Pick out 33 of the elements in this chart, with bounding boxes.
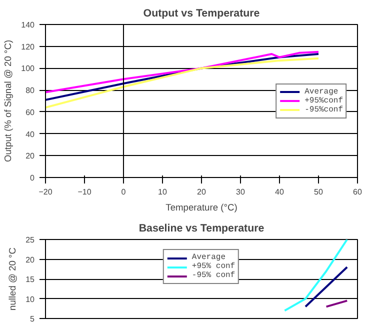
y-axis-title: nulled @ 20 °C [8, 247, 18, 310]
x-tick-label: −20 [38, 188, 53, 196]
legend-label: Average [192, 253, 226, 262]
x-axis-title: Temperature (°C) [166, 202, 238, 212]
y-tick-label: 0 [30, 174, 36, 182]
chart-title: Baseline vs Temperature [138, 222, 264, 234]
legend-label: -95% conf [192, 271, 236, 280]
y-tick-label: 20 [26, 152, 36, 161]
y-tick-label: 10 [26, 294, 36, 304]
y-tick-label: 40 [26, 130, 36, 139]
x-tick-label: −10 [78, 188, 92, 196]
y-tick-label: 80 [26, 86, 36, 96]
y-tick-label: 20 [26, 255, 36, 264]
y-tick-label: 25 [26, 236, 36, 244]
y-tick-label: 5 [30, 314, 36, 324]
y-tick-label: 15 [26, 275, 36, 284]
y-tick-label: 140 [21, 20, 36, 30]
y-tick-label: 120 [21, 42, 36, 52]
x-tick-label: 60 [353, 188, 362, 196]
legend-label: +95% conf [192, 262, 236, 271]
y-tick-label: 60 [26, 108, 36, 117]
legend-label: -95%conf [304, 105, 343, 114]
x-tick-label: 40 [275, 188, 284, 196]
y-tick-label: 100 [21, 64, 36, 74]
x-tick-label: 10 [158, 188, 168, 196]
x-tick-label: 50 [314, 188, 324, 196]
legend-label: +95%conf [304, 96, 343, 105]
x-tick-label: 0 [121, 188, 126, 196]
x-tick-label: 30 [236, 188, 246, 196]
x-tick-label: 20 [197, 188, 206, 196]
chart-title: Output vs Temperature [143, 8, 260, 20]
legend-label: Average [304, 87, 338, 96]
y-axis-title: Output (% of Signal @ 20 °C) [3, 40, 14, 162]
